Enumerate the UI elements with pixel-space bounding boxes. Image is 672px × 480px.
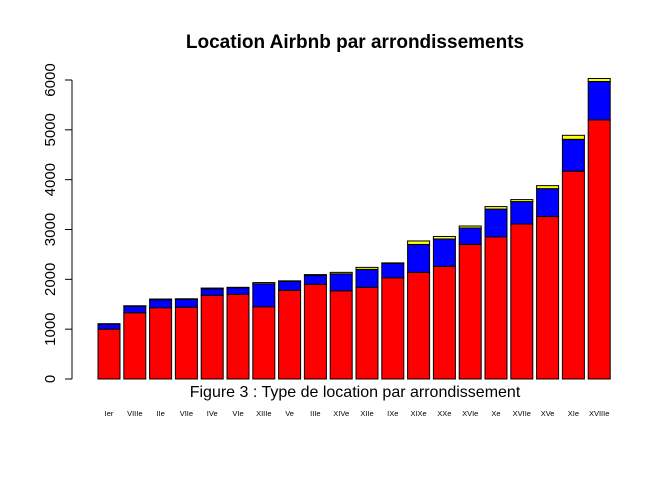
x-tick-label: VIIIe [127, 409, 142, 418]
x-tick-label: Ve [285, 409, 294, 418]
bar-segment-XVIIe-0 [510, 223, 534, 380]
bar-segment-IIe-1 [149, 299, 173, 309]
x-tick-label: XVIe [462, 409, 478, 418]
bar-segment-IVe-2 [200, 287, 224, 290]
bar-segment-Ve-2 [278, 280, 302, 282]
figure-caption: Figure 3 : Type de location par arrondis… [190, 384, 521, 401]
bar-segment-IVe-0 [200, 294, 224, 380]
x-tick-label: Xe [491, 409, 500, 418]
x-tick-label: XIVe [333, 409, 349, 418]
x-tick-label: XIXe [410, 409, 426, 418]
x-tick-label: XVIIe [513, 409, 531, 418]
bars [97, 78, 611, 380]
x-tick-label: IXe [387, 409, 398, 418]
x-tick-label: XXe [437, 409, 451, 418]
bar-segment-XIIIe-2 [252, 282, 276, 285]
x-tick-label: VIe [232, 409, 243, 418]
bar-segment-XIe-0 [561, 170, 585, 380]
bar-segment-XIIIe-1 [252, 283, 276, 308]
bar-segment-IIIe-1 [303, 274, 327, 285]
bar-segment-XVIe-2 [458, 225, 482, 229]
bar-segment-XVIIIe-2 [587, 78, 611, 82]
bar-segment-IIe-0 [149, 307, 173, 380]
bar-segment-XIIe-1 [355, 268, 379, 288]
bar-segment-XIe-1 [561, 138, 585, 172]
bar-segment-Xe-1 [484, 208, 508, 238]
bar-segment-XIVe-2 [329, 271, 353, 275]
y-tick-label: 0 [42, 375, 59, 383]
y-tick-label: 3000 [42, 213, 59, 246]
x-tick-label: Ier [105, 409, 114, 418]
bar-segment-XVIe-1 [458, 227, 482, 245]
bar-segment-Ve-0 [278, 289, 302, 380]
bar-segment-XIIe-2 [355, 266, 379, 270]
bar-segment-XIe-2 [561, 134, 585, 140]
bar-segment-XVIIe-1 [510, 201, 534, 225]
bar-segment-XIVe-1 [329, 273, 353, 292]
bar-segment-IXe-2 [381, 262, 405, 264]
y-axis-ticks: 0 1000 2000 3000 4000 5000 6000 [42, 63, 72, 383]
bar-segment-Xe-2 [484, 206, 508, 210]
y-tick-label: 5000 [42, 113, 59, 146]
x-tick-label: XIe [568, 409, 579, 418]
bar-segment-VIe-0 [226, 293, 250, 380]
bar-segment-IIIe-0 [303, 283, 327, 380]
y-tick-label: 1000 [42, 312, 59, 345]
x-tick-label: XIIe [360, 409, 373, 418]
bar-segment-XVIIe-2 [510, 199, 534, 203]
bar-segment-XIXe-0 [407, 271, 431, 380]
bar-segment-Xe-0 [484, 236, 508, 380]
x-tick-label: XVIIIe [589, 409, 609, 418]
bar-segment-Ier-1 [97, 323, 121, 330]
x-tick-label: IVe [207, 409, 218, 418]
x-tick-label: VIIe [180, 409, 193, 418]
bar-segment-Ve-1 [278, 280, 302, 291]
bar-segment-XVe-0 [536, 216, 560, 380]
bar-segment-IXe-1 [381, 262, 405, 279]
bar-segment-VIe-2 [226, 286, 250, 289]
bar-segment-XVIIIe-1 [587, 80, 611, 121]
y-tick-label: 6000 [42, 63, 59, 96]
bar-segment-XIXe-2 [407, 240, 431, 245]
bar-segment-IIIe-2 [303, 274, 327, 276]
bar-segment-XIIe-0 [355, 286, 379, 380]
x-axis-tick-labels: Ier VIIIe IIe VIIe IVe VIe XIIIe Ve IIIe XIVe XIIe… [105, 409, 610, 418]
bar-segment-Ier-2 [97, 323, 121, 325]
bar-segment-XXe-2 [432, 235, 456, 240]
y-tick-label: 2000 [42, 263, 59, 296]
x-tick-label: IIIe [310, 409, 320, 418]
chart-title: Location Airbnb par arrondissements [186, 32, 524, 53]
bar-segment-VIIIe-2 [123, 305, 147, 307]
bar-segment-VIIe-0 [174, 306, 198, 380]
bar-segment-XIIIe-0 [252, 306, 276, 380]
x-tick-label: XVe [541, 409, 555, 418]
bar-segment-XVe-2 [536, 185, 560, 190]
bar-segment-IXe-0 [381, 277, 405, 380]
bar-segment-VIIIe-1 [123, 305, 147, 314]
bar-segment-XVe-1 [536, 188, 560, 218]
y-tick-label: 4000 [42, 163, 59, 196]
bar-segment-Ier-0 [97, 328, 121, 380]
x-tick-label: IIe [156, 409, 164, 418]
bar-segment-VIIe-2 [174, 298, 198, 300]
bar-segment-VIe-1 [226, 287, 250, 295]
x-tick-label: XIIIe [256, 409, 271, 418]
bar-segment-XIVe-0 [329, 290, 353, 380]
bar-segment-XVIe-0 [458, 243, 482, 380]
bar-segment-IVe-1 [200, 288, 224, 296]
bar-segment-VIIIe-0 [123, 312, 147, 380]
bar-segment-VIIe-1 [174, 298, 198, 308]
bar-segment-IIe-2 [149, 298, 173, 301]
bar-segment-XXe-1 [432, 238, 456, 267]
bar-segment-XXe-0 [432, 265, 456, 380]
bar-segment-XIXe-1 [407, 243, 431, 273]
bar-segment-XVIIIe-0 [587, 119, 611, 380]
